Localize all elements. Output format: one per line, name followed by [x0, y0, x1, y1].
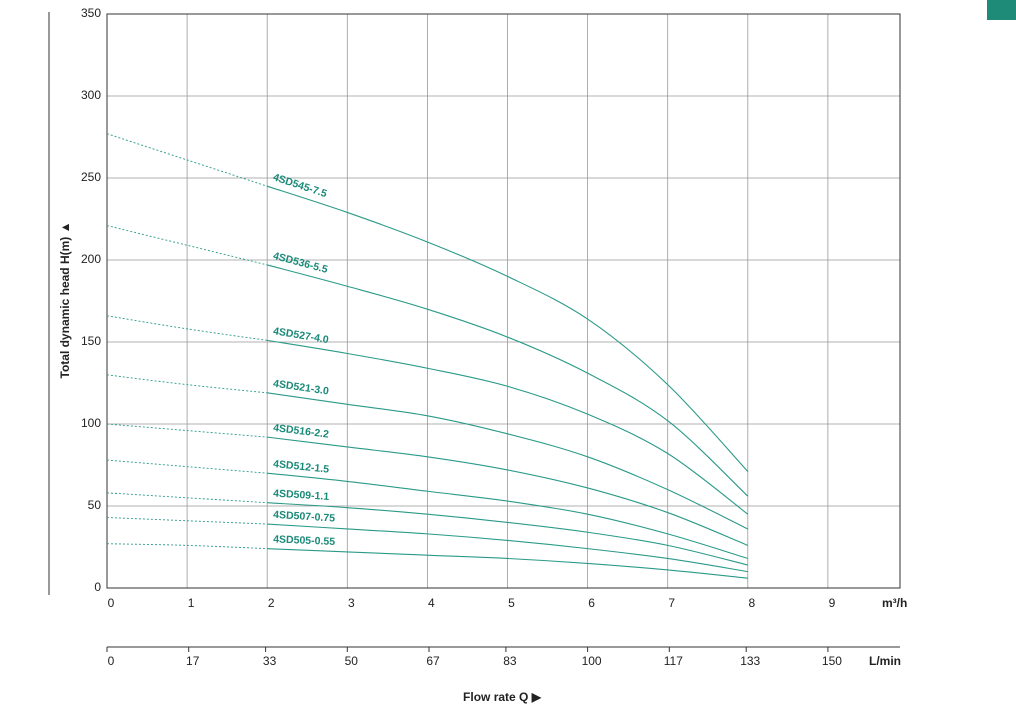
curve-label: 4SD536-5.5: [272, 250, 329, 276]
pump-curve-extension: [106, 374, 268, 394]
x-tick-label: 8: [748, 596, 755, 610]
pump-curve: [267, 523, 748, 573]
curve-label: 4SD505-0.55: [273, 533, 335, 548]
y-tick-label: 300: [81, 88, 101, 102]
pump-curve-extension: [106, 423, 268, 438]
x2-unit: L/min: [869, 654, 901, 668]
pump-curve-extension: [106, 517, 268, 525]
curve-label: 4SD516-2.2: [272, 422, 329, 441]
x2-tick-label: 100: [582, 654, 602, 668]
x-axis-title: Flow rate Q ▶: [463, 690, 542, 704]
pump-curve-extension: [106, 133, 268, 187]
x-tick-label: 2: [268, 596, 275, 610]
x2-tick-label: 83: [503, 654, 517, 668]
pump-curve-extension: [106, 543, 268, 550]
x-tick-label: 4: [428, 596, 435, 610]
x-unit: m³/h: [882, 596, 907, 610]
x-tick-label: 1: [188, 596, 195, 610]
x-tick-label: 6: [588, 596, 595, 610]
pump-curve: [267, 264, 749, 497]
pump-curve-extension: [106, 492, 268, 504]
corner-tab: [987, 0, 1016, 20]
x2-tick-label: 33: [263, 654, 277, 668]
y-tick-label: 50: [88, 498, 102, 512]
x-tick-label: 7: [668, 596, 675, 610]
pump-curve: [267, 185, 749, 472]
curve-label: 4SD507-0.75: [273, 509, 336, 525]
x2-tick-label: 50: [345, 654, 359, 668]
pump-curve: [267, 502, 748, 566]
x2-tick-label: 133: [740, 654, 760, 668]
y-tick-label: 200: [81, 252, 101, 266]
x2-tick-label: 67: [426, 654, 440, 668]
pump-curve: [267, 392, 749, 530]
curve-label: 4SD512-1.5: [273, 458, 330, 476]
y-tick-label: 150: [81, 334, 101, 348]
x-tick-label: 3: [348, 596, 355, 610]
y-tick-label: 350: [81, 6, 101, 20]
y-tick-label: 100: [81, 416, 101, 430]
plot-frame: [106, 13, 901, 589]
pump-curve-extension: [106, 315, 268, 341]
x2-tick-label: 0: [108, 654, 115, 668]
curve-label: 4SD545-7.5: [271, 171, 328, 200]
pump-curve: [267, 339, 749, 515]
pump-curve: [267, 472, 748, 560]
pump-curve: [267, 436, 749, 546]
x-tick-label: 0: [108, 596, 115, 610]
x2-tick-label: 150: [822, 654, 842, 668]
pump-curve: [267, 548, 748, 579]
y-tick-label: 0: [94, 580, 101, 594]
x-tick-label: 9: [829, 596, 836, 610]
x2-tick-label: 17: [186, 654, 200, 668]
x2-tick-label: 117: [664, 654, 683, 668]
x-tick-label: 5: [508, 596, 515, 610]
pump-curve-extension: [106, 459, 268, 474]
y-tick-label: 250: [81, 170, 101, 184]
curve-label: 4SD509-1.1: [273, 488, 330, 503]
y-axis-title: Total dynamic head H(m) ▲: [58, 221, 72, 378]
